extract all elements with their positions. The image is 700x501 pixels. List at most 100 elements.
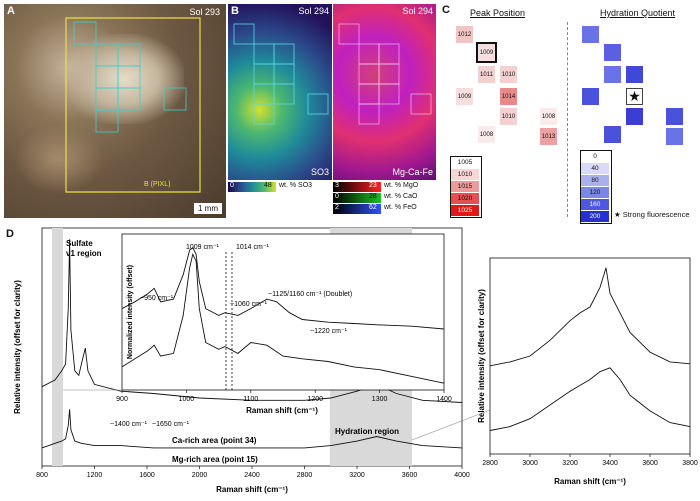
inset-xtick-label: 1200 [307, 396, 323, 403]
peak-cell: 1013 [540, 128, 557, 145]
panel-b: Sol 294 SO3 Sol 294 Mg-Ca-Fe B 0 48 wt. … [228, 4, 436, 218]
main-xlabel: Raman shift (cm⁻¹) [216, 485, 288, 494]
panel-a: A Sol 293 B (PIXL) 1 mm [4, 4, 226, 218]
label-1014: 1014 cm⁻¹ [236, 244, 270, 251]
hydration-legend-120: 120 [581, 187, 609, 198]
hydration-cell [604, 66, 621, 83]
main-series-line-1 [41, 409, 463, 449]
panel-d-label: D [6, 228, 14, 240]
inset-raman-chart: 1009 cm⁻¹ 1014 cm⁻¹ ~950 cm⁻¹ ~1060 cm⁻¹… [116, 233, 452, 415]
cao-max: 28 [369, 193, 377, 200]
so3-colorbar-unit: wt. % SO3 [279, 182, 313, 189]
main-xtick-label: 4000 [454, 472, 470, 479]
label-1060: ~1060 cm⁻¹ [230, 301, 268, 308]
hydration-zoom-chart: Raman shift (cm⁻¹) Relative intensity (o… [477, 257, 698, 486]
inset-xlabel: Raman shift (cm⁻¹) [246, 406, 318, 415]
peak-legend-1025: 1025 [451, 205, 479, 216]
peak-position-title: Peak Position [470, 8, 526, 18]
peak-1650-label: ~1650 cm⁻¹ [152, 421, 190, 428]
inset-chart-frame [121, 233, 445, 391]
sulfate-label: Sulfate [66, 239, 93, 248]
feo-max: 62 [369, 204, 377, 211]
peak-legend: 1005 1010 1015 1020 1025 [450, 156, 482, 218]
rock-photo [4, 4, 226, 218]
peak-cell: 1009 [456, 88, 473, 105]
peak-legend-1020: 1020 [451, 193, 479, 204]
main-ylabel: Relative intensity (offset for clarity) [13, 280, 22, 414]
panel-a-label: A [7, 5, 15, 17]
hydration-cell [582, 88, 599, 105]
mgo-colorbar: 3 23 wt. % MgO [333, 182, 436, 192]
peak-legend-1005: 1005 [451, 157, 479, 168]
pixl-label: B (PIXL) [144, 181, 171, 188]
hydration-cell [626, 66, 643, 83]
ca-rich-legend: Ca-rich area (point 34) [172, 436, 257, 445]
inset-series [121, 246, 445, 384]
inset-xtick-label: 1300 [372, 396, 388, 403]
right-xlabel: Raman shift (cm⁻¹) [554, 477, 626, 486]
inset-xtick-label: 1000 [179, 396, 195, 403]
mgcafe-sol-label: Sol 294 [402, 6, 433, 16]
peak-cell: 1009 [476, 42, 497, 63]
main-raman-chart: Sulfate ν1 region Hydration region ~1400… [13, 227, 470, 494]
peak-cell: 1008 [478, 126, 495, 143]
cao-unit: wt. % CaO [384, 193, 418, 200]
scale-bar-label: 1 mm [198, 204, 218, 213]
star-note: ★ Strong fluorescence [614, 210, 690, 219]
mg-rich-legend: Mg-rich area (point 15) [172, 455, 258, 464]
v1-region-label: ν1 region [66, 249, 102, 258]
main-xtick-label: 3200 [349, 472, 365, 479]
peak-cell: 1011 [478, 66, 495, 83]
right-connector [411, 409, 491, 441]
peak-cell: 1012 [456, 26, 473, 43]
right-xtick-label: 3400 [602, 460, 618, 467]
sulfate-band [52, 228, 63, 466]
right-chart-frame [489, 257, 691, 455]
right-series [489, 267, 691, 431]
right-xtick-label: 3600 [642, 460, 658, 467]
main-xtick-label: 2400 [244, 472, 260, 479]
hydration-legend-160: 160 [581, 199, 609, 210]
so3-colorbar: 0 48 wt. % SO3 [228, 182, 332, 192]
hydration-cell: ★ [626, 88, 643, 105]
inset-series-line-1 [121, 252, 445, 384]
main-xtick-label: 2000 [192, 472, 208, 479]
hydration-legend-0: 0 [581, 151, 609, 162]
peak-legend-1010: 1010 [451, 169, 479, 180]
main-chart-frame [41, 227, 463, 467]
right-xticks: 2800 3000 3200 3400 3600 3800 [482, 454, 698, 467]
main-xtick-label: 3600 [402, 472, 418, 479]
hydration-cell [666, 108, 683, 125]
peak-cell: 1008 [540, 108, 557, 125]
inset-ylabel: Normalized intensity (offset) [127, 265, 134, 359]
main-xtick-label: 1200 [87, 472, 103, 479]
so3-colorbar-max: 48 [264, 182, 272, 189]
mgcafe-map-label: Mg-Ca-Fe [392, 167, 433, 177]
hydration-quotient-title: Hydration Quotient [600, 8, 676, 18]
hydration-legend: 0 40 80 120 160 200 [580, 150, 612, 224]
panel-c: C Peak Position Hydration Quotient 1012 … [440, 4, 696, 224]
main-series-line-0 [41, 239, 463, 403]
hydration-cell [604, 44, 621, 61]
so3-map-label: SO3 [310, 167, 329, 177]
main-xtick-label: 1600 [139, 472, 155, 479]
main-xticks: 800 1200 1600 2000 2400 2800 3200 3600 4000 [36, 466, 470, 479]
pixl-footprint-outline [65, 17, 201, 193]
panel-b-label: B [231, 5, 239, 17]
hydration-cell [666, 128, 683, 145]
hydration-cell [582, 26, 599, 43]
panel-c-divider [567, 22, 568, 217]
hydration-legend-80: 80 [581, 175, 609, 186]
peak-legend-1015: 1015 [451, 181, 479, 192]
mgo-min: 3 [335, 182, 339, 189]
peak-cell: 1010 [500, 66, 517, 83]
mgo-unit: wt. % MgO [384, 182, 419, 189]
feo-min: 2 [335, 204, 339, 211]
right-xtick-label: 2800 [482, 460, 498, 467]
inset-xticks: 900 1000 1100 1200 1300 1400 [116, 390, 452, 403]
cao-min: 0 [335, 193, 339, 200]
mgo-max: 23 [369, 182, 377, 189]
right-series-line-1 [489, 367, 691, 431]
label-doublet: ~1125/1160 cm⁻¹ (Doublet) [268, 291, 352, 298]
so3-map: Sol 294 SO3 [228, 4, 332, 180]
